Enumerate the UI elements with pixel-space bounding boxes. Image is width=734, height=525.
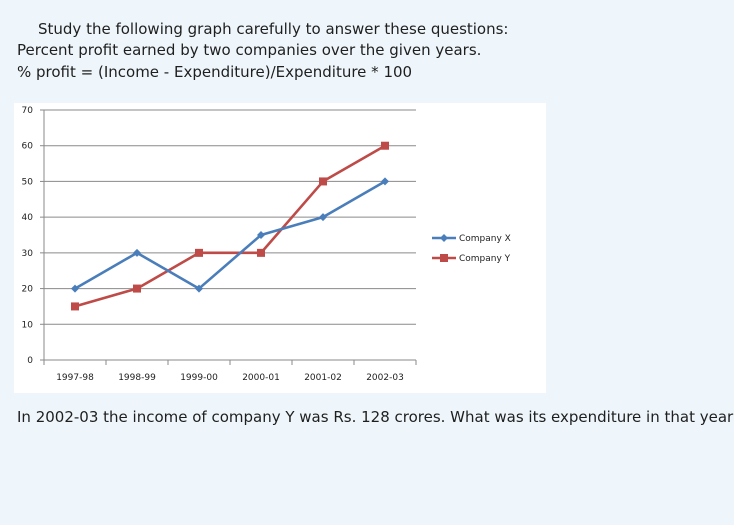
x-tick-label: 2001-02 — [304, 373, 342, 383]
company-y-point — [133, 284, 141, 293]
company-x-line — [74, 180, 386, 290]
company-y-point — [195, 248, 203, 257]
y-tick-label: 0 — [27, 356, 33, 366]
legend-marker-company-x — [440, 234, 448, 242]
company-y-point — [71, 302, 79, 311]
company-x-point — [381, 177, 389, 186]
y-tick-label: 60 — [22, 142, 34, 152]
legend-label-company-y: Company Y — [459, 254, 511, 264]
y-tick-label: 50 — [22, 177, 34, 187]
y-tick-label: 10 — [22, 320, 34, 330]
company-y-line — [74, 144, 386, 308]
question-text: In 2002-03 the income of company Y was R… — [17, 408, 734, 426]
y-tick-label: 20 — [22, 285, 34, 295]
company-y-point — [319, 177, 327, 186]
intro-description: Percent profit earned by two companies o… — [17, 41, 482, 59]
company-y-point — [257, 248, 265, 257]
x-tick-label: 2002-03 — [366, 373, 404, 383]
intro-instruction: Study the following graph carefully to a… — [38, 20, 509, 38]
line-chart: 0 10 20 30 40 50 60 70 1997-98 1998-99 1999-00 2000… — [14, 103, 546, 393]
company-x-point — [71, 284, 79, 293]
company-x-point — [319, 213, 327, 222]
x-tick-label: 1998-99 — [118, 373, 156, 383]
y-tick-label: 70 — [22, 106, 34, 116]
x-tick-label: 1997-98 — [56, 373, 94, 383]
legend-label-company-x: Company X — [459, 234, 511, 244]
chart-plot-background — [14, 103, 546, 393]
company-x-point — [257, 231, 265, 239]
company-y-point — [381, 141, 389, 150]
company-x-point — [133, 248, 141, 257]
y-tick-label: 30 — [22, 249, 34, 259]
x-tick-label: 2000-01 — [242, 373, 280, 383]
y-tick-label: 40 — [22, 213, 34, 223]
legend-marker-company-y — [440, 254, 448, 262]
company-x-point — [195, 284, 203, 293]
intro-formula: % profit = (Income - Expenditure)/Expend… — [17, 63, 413, 81]
x-tick-label: 1999-00 — [180, 373, 218, 383]
